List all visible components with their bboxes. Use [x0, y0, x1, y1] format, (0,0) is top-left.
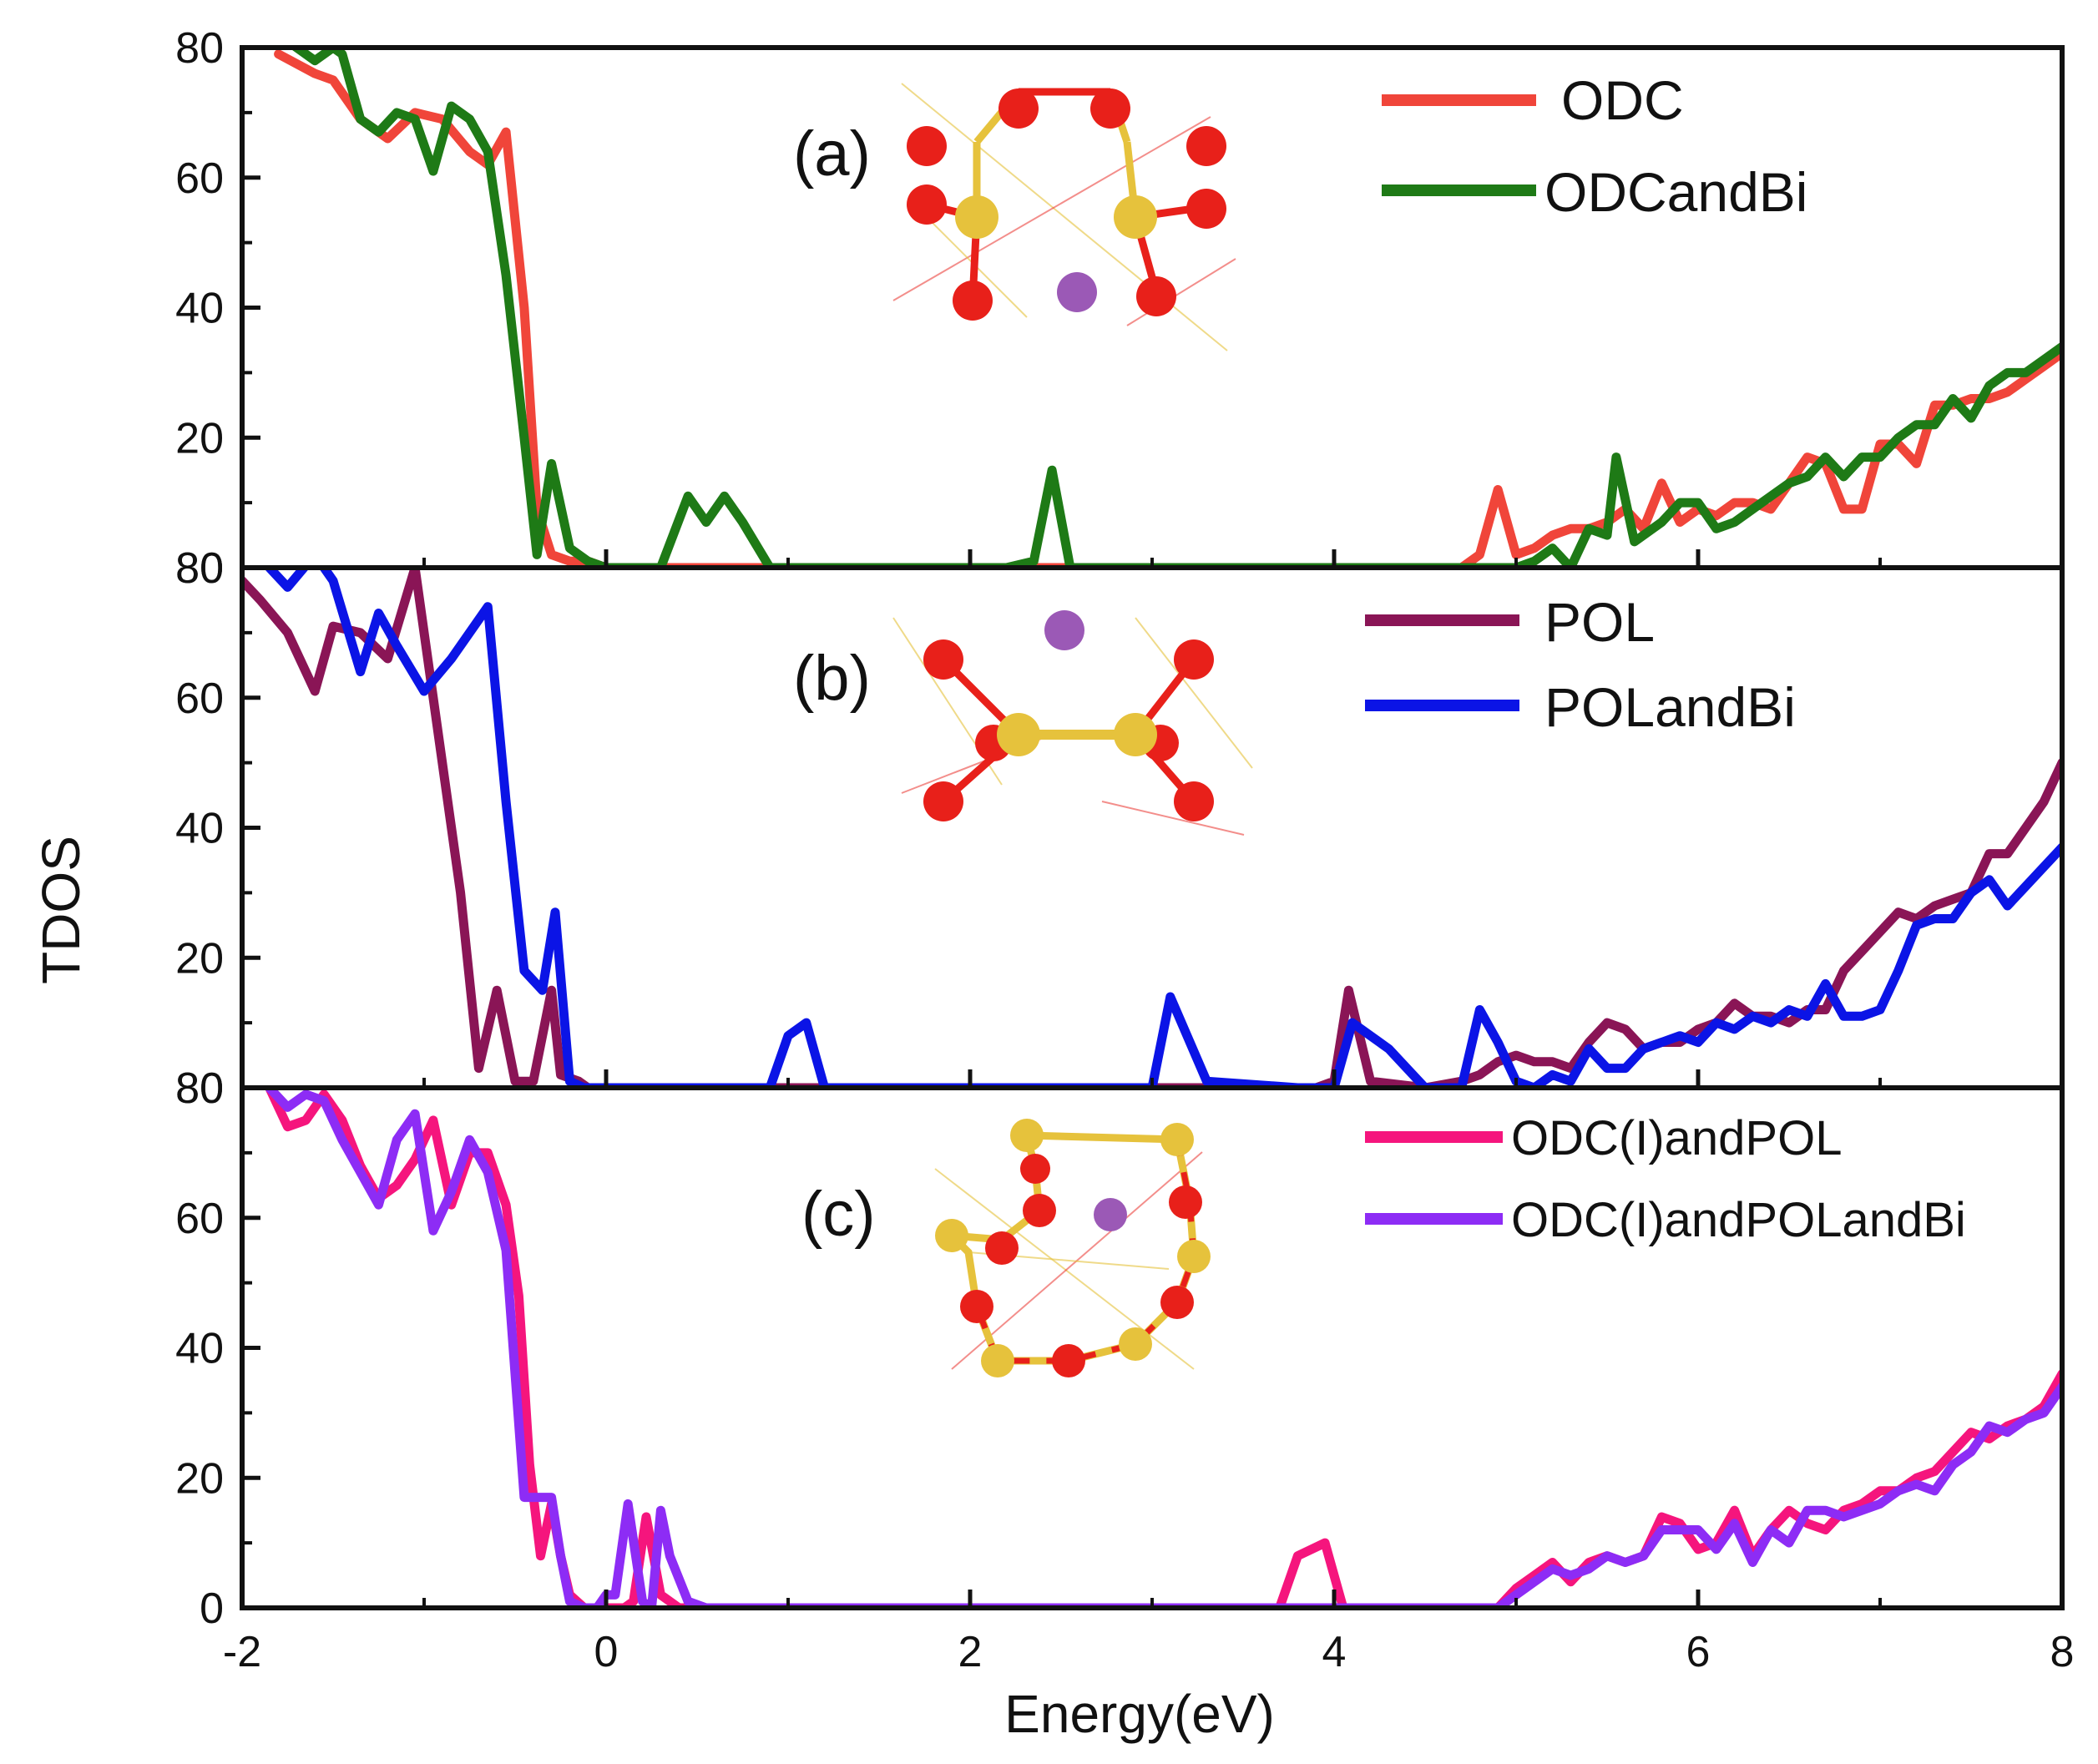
y-tick-label: 20: [175, 1454, 224, 1503]
panel-c: (c) ODC(I)andPOL ODC(I)andPOLandBi: [801, 1111, 1966, 1377]
y-tick-label: 80: [175, 544, 224, 593]
y-axis-title: TDOS: [31, 836, 91, 984]
legend-a: ODC ODCandBi: [1382, 69, 1807, 223]
y-tick-label: 40: [175, 805, 224, 853]
legend-b: POL POLandBi: [1365, 591, 1796, 738]
y-tick-label: 80: [175, 1064, 224, 1113]
y-tick-label: 20: [175, 934, 224, 983]
panel-2-series-group: [265, 1088, 2062, 1608]
y-tick-label: 40: [175, 285, 224, 333]
x-tick-label: 0: [594, 1628, 619, 1676]
y-tick-label: 60: [175, 1195, 224, 1243]
legend-label-odc-i-andpol: ODC(I)andPOL: [1511, 1111, 1842, 1165]
series-line-odc: [274, 49, 2062, 568]
y-tick-label: 80: [175, 1064, 224, 1113]
x-tick-label: 4: [1322, 1628, 1347, 1676]
legend-c: ODC(I)andPOL ODC(I)andPOLandBi: [1365, 1111, 1966, 1247]
x-tick-label: 2: [958, 1628, 983, 1676]
y-tick-label: 0: [200, 1585, 224, 1633]
panel-label-a: (a): [793, 119, 871, 190]
y-tick-label: 80: [175, 24, 224, 73]
panel-0-series-group: [274, 48, 2062, 568]
molecular-structure-odc-inset: [892, 83, 1236, 351]
y-tick-label: 20: [175, 414, 224, 462]
molecular-structure-odc-pol-inset: [934, 1119, 1211, 1377]
x-tick-label: 8: [2050, 1628, 2075, 1676]
panel-label-c: (c): [801, 1179, 876, 1250]
series-line-odcandbi: [288, 48, 2062, 568]
panel-label-b: (b): [793, 643, 871, 714]
y-tick-label: 80: [175, 544, 224, 593]
x-axis-title: Energy(eV): [1004, 1684, 1275, 1744]
molecular-structure-pol-inset: [892, 610, 1253, 836]
series-line-odc-i-andpol: [265, 1088, 2062, 1608]
panel-1-series-group: [242, 568, 2062, 1088]
legend-label-odc-i-andpolandbi: ODC(I)andPOLandBi: [1511, 1193, 1966, 1247]
legend-label-pol: POL: [1544, 591, 1655, 653]
panel-b: (b) POL POLandBi: [793, 591, 1796, 836]
y-tick-label: 60: [175, 675, 224, 723]
x-tick-label: -2: [223, 1628, 261, 1676]
series-line-polandbi: [265, 568, 2062, 1088]
x-tick-label: 6: [1686, 1628, 1711, 1676]
panel-a: (a) ODC ODCandBi: [793, 69, 1807, 351]
legend-label-polandbi: POLandBi: [1544, 676, 1796, 738]
y-tick-label: 60: [175, 154, 224, 203]
y-tick-label: 40: [175, 1325, 224, 1373]
series-line-odc-i-andpolandbi: [265, 1088, 2062, 1608]
legend-label-odcandbi: ODCandBi: [1544, 161, 1807, 223]
legend-label-odc: ODC: [1561, 69, 1684, 131]
